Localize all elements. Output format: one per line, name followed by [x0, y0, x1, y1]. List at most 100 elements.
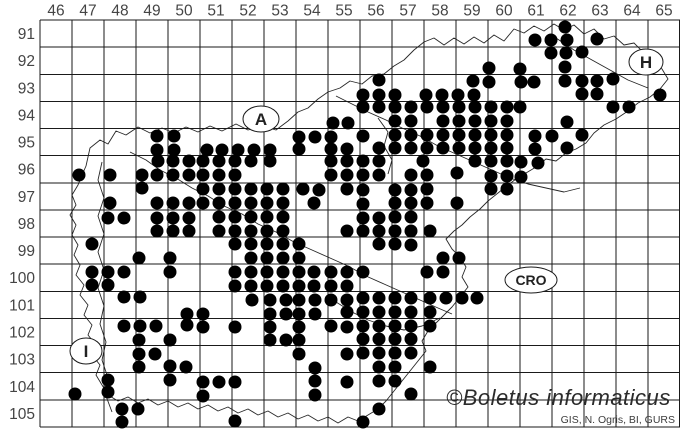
occurrence-dot [276, 251, 290, 265]
occurrence-dot [419, 88, 433, 102]
occurrence-dot [388, 88, 402, 102]
watermark-text: ©Boletus informaticus [446, 385, 671, 410]
occurrence-dot [182, 224, 196, 238]
occurrence-dot [260, 237, 274, 251]
occurrence-dot [340, 224, 354, 238]
occurrence-dot [466, 74, 480, 88]
occurrence-dot [436, 128, 450, 142]
occurrence-dot [131, 402, 145, 416]
occurrence-dot [514, 155, 528, 169]
occurrence-dot [292, 333, 306, 347]
occurrence-dot [276, 196, 290, 210]
country-label-text: A [255, 110, 267, 129]
column-label: 65 [655, 3, 672, 20]
country-label-i: I [69, 337, 103, 365]
occurrence-dot [228, 210, 242, 224]
occurrence-dot [340, 142, 354, 156]
row-label: 105 [9, 406, 35, 423]
occurrence-dot [500, 114, 514, 128]
occurrence-dot [117, 211, 131, 225]
row-label: 92 [18, 53, 35, 70]
country-label-h: H [628, 48, 664, 76]
occurrence-dot [149, 319, 163, 333]
occurrence-dot [560, 33, 574, 47]
occurrence-dot [500, 100, 514, 114]
occurrence-dot [292, 320, 306, 334]
column-label: 60 [495, 3, 513, 20]
occurrence-dot [163, 265, 177, 279]
row-label: 98 [18, 216, 35, 233]
occurrence-dot [263, 333, 277, 347]
country-labels: A H CRO I [69, 48, 664, 365]
occurrence-dot [196, 307, 210, 321]
occurrence-dot [244, 154, 258, 168]
occurrence-dot [212, 210, 226, 224]
occurrence-dot [575, 87, 589, 101]
occurrence-dot [247, 143, 261, 157]
occurrence-dot [324, 279, 338, 293]
occurrence-dot [420, 100, 434, 114]
occurrence-dot [560, 141, 574, 155]
occurrence-dot [372, 211, 386, 225]
country-label-ellipse [242, 105, 280, 133]
occurrence-dot [372, 88, 386, 102]
occurrence-dot [468, 154, 482, 168]
occurrence-dot [372, 360, 386, 374]
row-label: 103 [9, 352, 35, 369]
occurrence-dot [372, 291, 386, 305]
occurrence-dot [307, 265, 321, 279]
occurrence-dot [292, 307, 306, 321]
occurrence-dot [575, 45, 589, 59]
occurrence-dot [340, 265, 354, 279]
row-label: 99 [18, 243, 35, 260]
country-label-ellipse [628, 48, 664, 76]
occurrence-dot [500, 182, 514, 196]
occurrence-dot [468, 114, 482, 128]
occurrence-dot [292, 347, 306, 361]
occurrence-dot [436, 265, 450, 279]
occurrence-dot [163, 359, 177, 373]
occurrence-dot [590, 87, 604, 101]
occurrence-dot [388, 291, 402, 305]
occurrence-dot [307, 196, 321, 210]
occurrence-dot [307, 279, 321, 293]
occurrence-dot [388, 305, 402, 319]
occurrence-dot [212, 196, 226, 210]
occurrence-dot [423, 319, 437, 333]
occurrence-dot [324, 265, 338, 279]
column-label: 62 [559, 3, 576, 20]
occurrence-dot [324, 168, 338, 182]
occurrence-dot [372, 332, 386, 346]
occurrence-dot [513, 100, 527, 114]
occurrence-dot [450, 196, 464, 210]
occurrence-dot [180, 307, 194, 321]
occurrence-dot [85, 278, 99, 292]
occurrence-dot [150, 129, 164, 143]
occurrence-dot [500, 154, 514, 168]
occurrence-dot [356, 100, 370, 114]
occurrence-dot [101, 211, 115, 225]
occurrence-dot [528, 33, 542, 47]
occurrence-dot [135, 181, 149, 195]
occurrence-dot [356, 154, 370, 168]
occurrence-dot [228, 196, 242, 210]
country-label-a: A [242, 105, 280, 133]
occurrence-dot [260, 224, 274, 238]
occurrence-dot [68, 387, 82, 401]
occurrence-dot [356, 211, 370, 225]
occurrence-dot [132, 347, 146, 361]
occurrence-dot [388, 319, 402, 333]
occurrence-dot [115, 402, 129, 416]
occurrence-dot [404, 183, 418, 197]
occurrence-dot [356, 346, 370, 360]
occurrence-dot [484, 182, 498, 196]
occurrence-dots [68, 20, 667, 429]
row-label: 94 [18, 107, 36, 124]
occurrence-dot [388, 360, 402, 374]
outline-path [69, 23, 669, 424]
occurrence-dot [163, 333, 177, 347]
occurrence-dot [85, 265, 99, 279]
row-label: 93 [18, 80, 35, 97]
occurrence-dot [260, 279, 274, 293]
occurrence-dot [117, 290, 131, 304]
